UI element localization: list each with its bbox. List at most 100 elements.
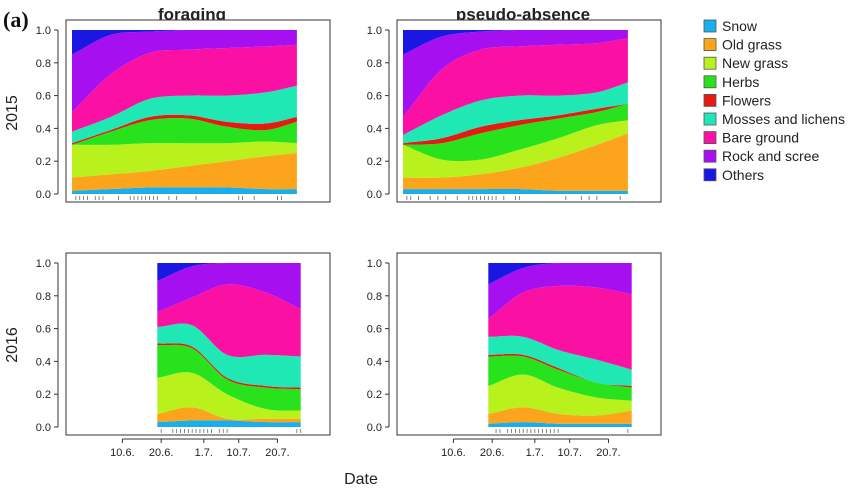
legend-label: Snow [722,18,758,34]
area-mosses-and-lichens [72,85,297,144]
y-tick-label: 0.8 [36,58,51,70]
legend-label: Old grass [722,37,782,53]
y-tick-label: 0.2 [36,156,51,168]
panel-2015-pseudo-absence: 0.0 0.2 0.4 0.6 0.8 1.0 [367,19,662,203]
y-tick-label: 0.4 [36,123,51,135]
area-mosses-and-lichens [403,82,628,144]
y-tick-label: 0.4 [36,356,51,368]
area-mosses-and-lichens [488,335,632,386]
x-tick-label: 1.7. [195,447,213,459]
legend-label: Bare ground [722,130,799,146]
y-tick-label: 0.0 [36,422,51,434]
legend-item-new-grass: New grass [703,55,788,71]
area-snow [157,420,301,427]
legend: Snow Old grass New grass Herbs Flowers Mosses… [703,18,845,183]
legend-item-bare-ground: Bare ground [703,130,799,146]
area-rock-and-scree [403,30,628,117]
x-tick-label: 20.6. [480,447,504,459]
legend-swatch [703,131,717,145]
y-tick-label: 0.6 [36,91,51,103]
area-new-grass [488,374,632,416]
column-title-foraging: foraging [158,5,226,24]
y-tick-label: 1.0 [36,258,51,270]
legend-item-rock-and-scree: Rock and scree [703,148,819,164]
area-bare-ground [488,285,632,370]
y-tick-label: 0.6 [367,91,382,103]
y-tick-label: 0.4 [367,356,382,368]
area-others [157,263,301,281]
area-bare-ground [403,38,628,136]
legend-swatch [703,168,717,182]
x-tick-label: 20.7. [596,447,620,459]
area-new-grass [403,120,628,178]
legend-item-others: Others [703,167,764,183]
legend-item-herbs: Herbs [703,74,759,90]
legend-label: Herbs [722,74,759,90]
area-herbs [72,118,297,145]
y-tick-label: 0.2 [367,389,382,401]
area-new-grass [72,141,297,178]
y-tick-label: 0.4 [367,123,382,135]
area-rock-and-scree [72,30,297,112]
y-tick-label: 0.6 [367,324,382,336]
y-tick-label: 1.0 [367,258,382,270]
area-old-grass [157,407,301,423]
y-tick-label: 0.2 [367,156,382,168]
column-title-pseudo-absence: pseudo-absence [456,5,590,24]
panels-group: 0.00.20.40.60.81.00.00.20.40.60.81.00.00… [36,19,662,459]
area-old-grass [488,407,632,424]
legend-swatch [703,112,717,126]
legend-swatch [703,94,717,107]
y-tick-label: 0.0 [367,422,382,434]
legend-swatch [703,19,717,33]
panel-2016-pseudo-absence: 0.0 0.2 0.4 0.6 0.8 1.0 10.6. 20.6. 1.7. 10.7. 20.… [367,252,662,459]
x-tick-label: 10.6. [110,447,134,459]
area-bare-ground [157,284,301,358]
row-label-2015: 2015 [4,95,21,131]
area-snow [72,187,297,194]
x-tick-label: 10.7. [226,447,250,459]
area-flowers [157,343,301,390]
area-mosses-and-lichens [157,323,301,388]
x-tick-label: 10.6. [441,447,465,459]
y-tick-label: 1.0 [367,25,382,37]
area-flowers [403,103,628,145]
x-tick-label: 10.7. [557,447,581,459]
area-snow [403,189,628,194]
area-others [403,30,628,55]
x-axis-label: Date [344,471,378,488]
legend-item-mosses-and-lichens: Mosses and lichens [703,111,845,127]
y-tick-label: 1.0 [36,25,51,37]
legend-label: Mosses and lichens [722,111,845,127]
y-tick-label: 0.8 [36,291,51,303]
legend-item-snow: Snow [703,18,758,34]
area-others [72,30,297,55]
y-tick-label: 0.2 [36,389,51,401]
legend-label: Rock and scree [722,148,819,164]
area-herbs [157,344,301,411]
area-old-grass [72,153,297,191]
row-label-2016: 2016 [4,327,21,363]
legend-item-flowers: Flowers [703,92,771,108]
y-tick-label: 0.0 [36,189,51,201]
panel-2016-foraging: 0.0 0.2 0.4 0.6 0.8 1.0 10.6. 20.6. 1.7. 10.7. 20.… [36,252,331,459]
area-new-grass [157,372,301,420]
area-herbs [403,103,628,162]
panel-2015-foraging: 0.0 0.2 0.4 0.6 0.8 1.0 [36,19,331,203]
legend-item-old-grass: Old grass [703,37,782,53]
y-tick-label: 0.6 [36,324,51,336]
panel-tag: (a) [3,7,29,32]
x-tick-label: 20.7. [265,447,289,459]
y-tick-label: 0.0 [367,189,382,201]
legend-label: Flowers [722,92,771,108]
y-tick-label: 0.8 [367,58,382,70]
area-old-grass [403,133,628,191]
area-others [488,263,632,285]
area-rock-and-scree [157,263,301,313]
legend-swatch [703,149,717,163]
legend-swatch [703,75,717,89]
legend-swatch [703,38,717,51]
y-tick-label: 0.8 [367,291,382,303]
x-tick-label: 20.6. [149,447,173,459]
